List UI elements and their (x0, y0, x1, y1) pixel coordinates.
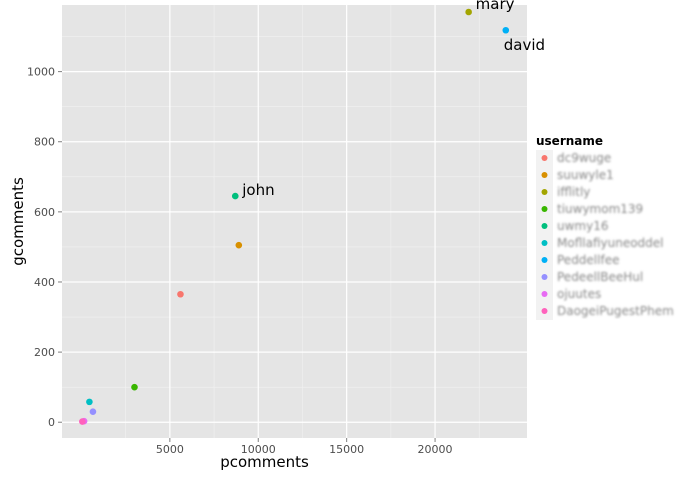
data-point (86, 398, 93, 406)
legend-marker (541, 172, 548, 178)
legend: username dc9wuge suuwyle1 ifflitly tiuwymom… (536, 134, 674, 320)
legend-marker (541, 223, 548, 229)
minor-gridlines (62, 5, 527, 438)
major-gridlines (62, 5, 527, 438)
data-point (235, 241, 243, 249)
data-points (79, 8, 510, 425)
x-tick-label: 20000 (418, 443, 453, 456)
legend-label: dc9wuge (557, 151, 611, 165)
point-label: john (241, 181, 274, 199)
x-tick-label: 5000 (156, 443, 184, 456)
x-tick-label: 10000 (241, 443, 276, 456)
point-labels: mary john david (241, 0, 545, 199)
y-tick-label: 600 (34, 206, 55, 219)
axis-ticks (58, 71, 436, 442)
y-tick-label: 800 (34, 136, 55, 149)
x-tick-label: 15000 (329, 443, 364, 456)
x-axis-title: pcomments (220, 453, 309, 471)
data-point (89, 408, 97, 416)
data-point (502, 26, 510, 34)
legend-marker (541, 240, 548, 246)
legend-marker (541, 308, 548, 314)
legend-marker (541, 206, 548, 212)
legend-label: PedeellBeeHul (557, 270, 643, 284)
legend-marker (541, 257, 548, 263)
y-tick-label: 0 (48, 416, 55, 429)
y-axis-title: gcomments (9, 177, 27, 266)
tick-labels: 5000 10000 15000 20000 0 200 400 600 800 1000 (27, 66, 453, 456)
legend-marker (541, 155, 548, 161)
point-label: david (504, 36, 545, 54)
y-tick-label: 400 (34, 276, 55, 289)
legend-marker (541, 189, 548, 195)
legend-marker (541, 291, 548, 297)
data-point (177, 290, 184, 298)
legend-label: Peddellfee (557, 253, 619, 267)
point-label: mary (476, 0, 515, 13)
y-tick-label: 200 (34, 346, 55, 359)
legend-title: username (536, 134, 603, 148)
legend-label: ojuutes (557, 287, 601, 301)
legend-marker (541, 274, 548, 280)
legend-label: DaogeiPugestPhem (557, 304, 674, 318)
legend-label: tiuwymom139 (557, 202, 643, 216)
data-point (79, 418, 86, 425)
legend-label: uwmy16 (557, 219, 608, 233)
legend-label: Mofllafiyuneoddel (557, 236, 664, 250)
legend-label: ifflitly (557, 185, 590, 199)
plot-panel (62, 5, 527, 438)
data-point (231, 192, 239, 200)
legend-label: suuwyle1 (557, 168, 614, 182)
y-tick-label: 1000 (27, 66, 55, 79)
data-point (131, 383, 138, 391)
data-point (465, 8, 472, 16)
